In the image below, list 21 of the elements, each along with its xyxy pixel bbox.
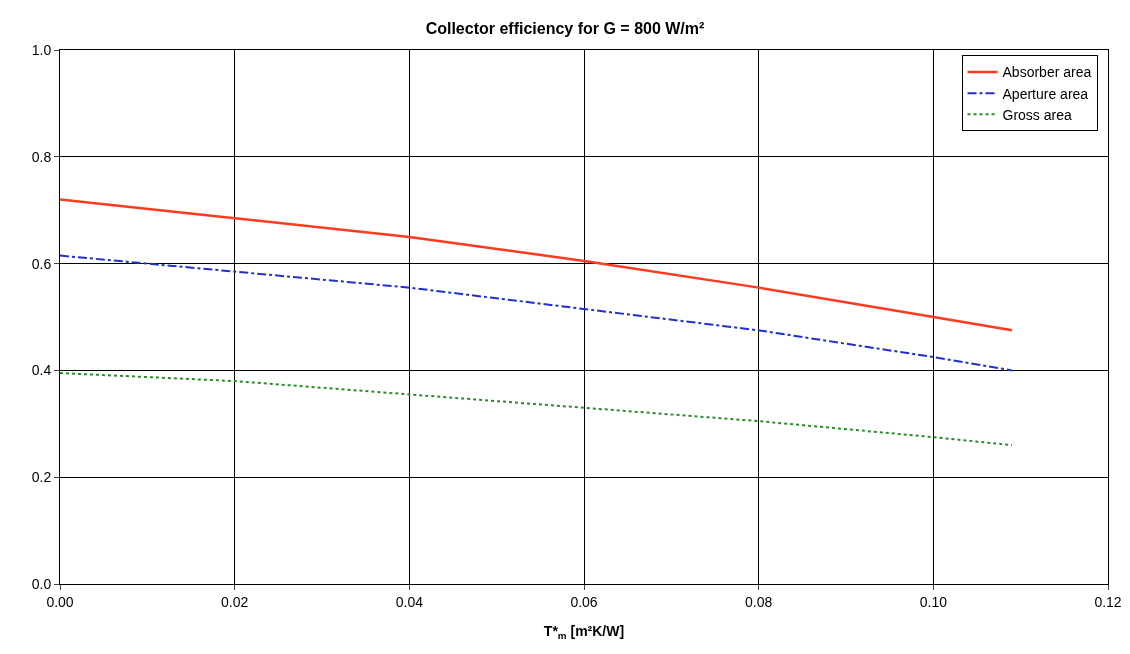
x-tick-label: 0.00 [46,593,74,610]
x-tick-label: 0.10 [919,593,948,610]
legend-label: Absorber area [1002,64,1092,81]
y-tick-label: 0.0 [31,575,52,592]
x-tick-label: 0.04 [395,593,424,610]
y-tick-label: 0.8 [31,148,52,165]
x-tick-label: 0.08 [745,593,773,610]
y-tick-label: 0.2 [31,469,52,486]
line-series [60,372,1013,447]
x-tick-label: 0.02 [221,593,249,610]
y-tick-label: 1.0 [31,41,52,58]
legend-label: Aperture area [1002,85,1089,102]
x-tick-label: 0.12 [1094,593,1122,610]
x-axis-title: T*$_{m}$ [m²K/W] [543,623,625,641]
legend-label: Gross area [1002,106,1072,123]
x-tick-label: 0.06 [570,593,598,610]
y-tick-label: 0.6 [31,255,52,272]
line-series [60,254,1013,372]
line-series [60,198,1014,332]
y-tick-label: 0.4 [31,362,52,379]
chart-title: Collector efficiency for G = 800 W/m² [425,20,705,38]
